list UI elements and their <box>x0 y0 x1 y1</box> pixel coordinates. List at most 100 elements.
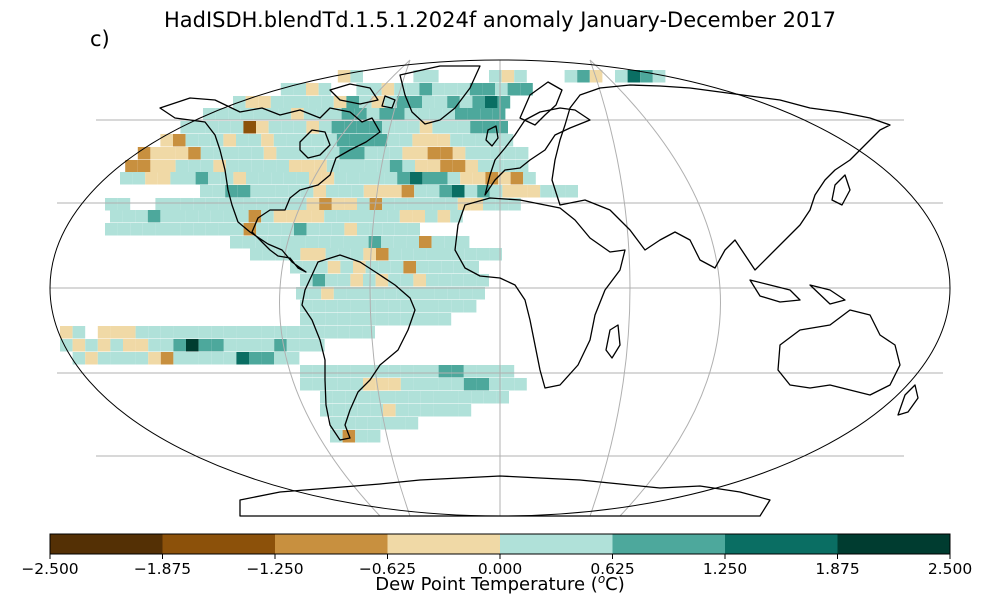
anomaly-cell <box>249 352 262 365</box>
anomaly-cell <box>395 404 409 417</box>
anomaly-cell <box>223 352 237 365</box>
anomaly-cell <box>412 210 425 223</box>
anomaly-cell <box>465 160 478 173</box>
anomaly-cell <box>163 160 176 173</box>
anomaly-cell <box>359 172 372 185</box>
anomaly-cell <box>352 160 365 173</box>
coast-europe <box>484 107 591 196</box>
anomaly-cell <box>414 185 427 198</box>
anomaly-cell <box>402 147 415 160</box>
anomaly-cell <box>379 108 392 121</box>
anomaly-cell <box>372 172 385 185</box>
anomaly-cell <box>287 248 301 261</box>
anomaly-cell <box>318 236 331 249</box>
anomaly-cell <box>336 210 350 223</box>
anomaly-cell <box>515 185 528 198</box>
anomaly-cell <box>122 210 136 223</box>
anomaly-cell <box>438 313 452 326</box>
anomaly-cell <box>388 248 402 261</box>
anomaly-cell <box>286 134 299 147</box>
anomaly-cell <box>515 147 529 160</box>
anomaly-cell <box>413 365 426 378</box>
anomaly-cell <box>330 417 343 430</box>
anomaly-cell <box>319 198 332 211</box>
anomaly-cell <box>394 198 408 211</box>
anomaly-cell <box>460 172 473 185</box>
anomaly-cell <box>382 121 395 134</box>
anomaly-cell <box>425 134 438 147</box>
anomaly-cell <box>375 378 389 391</box>
anomaly-cell <box>300 248 313 261</box>
anomaly-cell <box>363 185 377 198</box>
anomaly-cell <box>356 236 369 249</box>
anomaly-cell <box>157 172 171 185</box>
anomaly-cell <box>145 172 158 185</box>
anomaly-cell <box>193 121 206 134</box>
coast-arctic-islands <box>329 83 396 109</box>
anomaly-cell <box>376 248 389 261</box>
anomaly-cell <box>356 121 370 134</box>
anomaly-cell <box>350 70 363 83</box>
anomaly-cell <box>226 160 239 173</box>
anomaly-cell <box>300 365 313 378</box>
anomaly-cell <box>498 172 511 185</box>
anomaly-cell <box>508 198 521 211</box>
anomaly-cell <box>349 210 362 223</box>
coast-greenland <box>399 65 481 125</box>
anomaly-cell <box>325 274 338 287</box>
coast-scandinavia <box>519 81 563 126</box>
anomaly-cell <box>375 274 389 287</box>
anomaly-cell <box>426 365 439 378</box>
anomaly-cell <box>268 223 282 236</box>
anomaly-cell <box>72 326 86 339</box>
anomaly-cell <box>357 198 370 211</box>
anomaly-cell <box>422 172 435 185</box>
anomaly-cell <box>200 160 214 173</box>
anomaly-cell <box>346 287 359 300</box>
anomaly-cell <box>256 198 269 211</box>
colorbar-label-superscript: o <box>597 572 606 586</box>
anomaly-cell <box>495 121 508 134</box>
anomaly-cell <box>312 274 326 287</box>
anomaly-cell <box>160 326 174 339</box>
anomaly-cell <box>489 70 502 83</box>
anomaly-cell <box>417 108 430 121</box>
anomaly-cell <box>293 83 306 96</box>
anomaly-cell <box>261 326 275 339</box>
anomaly-cell <box>293 236 306 249</box>
anomaly-cell <box>514 70 527 83</box>
coast-madagascar <box>605 324 621 359</box>
anomaly-cell <box>296 96 309 109</box>
anomaly-cell <box>306 198 320 211</box>
anomaly-cell <box>577 70 590 83</box>
anomaly-cell <box>383 404 396 417</box>
anomaly-cell <box>198 326 212 339</box>
panel-label: c) <box>90 27 110 51</box>
anomaly-cell <box>313 248 326 261</box>
anomaly-cell <box>501 70 515 83</box>
anomaly-cell <box>472 287 485 300</box>
anomaly-cell <box>384 287 397 300</box>
anomaly-cell <box>388 365 401 378</box>
anomaly-cell <box>208 172 221 185</box>
anomaly-cell <box>306 83 319 96</box>
anomaly-cell <box>312 313 326 326</box>
anomaly-cell <box>523 172 536 185</box>
anomaly-cell <box>337 378 351 391</box>
anomaly-cell <box>390 261 404 274</box>
anomaly-cell <box>186 352 199 365</box>
anomaly-cell <box>286 210 299 223</box>
anomaly-cell <box>243 121 256 134</box>
anomaly-cell <box>274 326 287 339</box>
anomaly-cell <box>313 185 326 198</box>
colorbar-label-text: Dew Point Temperature ( <box>375 574 598 595</box>
anomaly-cell <box>350 248 364 261</box>
anomaly-cell <box>117 198 131 211</box>
colorbar-tick-label: 1.875 <box>815 560 859 578</box>
anomaly-cell <box>463 365 477 378</box>
anomaly-cell <box>200 147 214 160</box>
anomaly-cell <box>188 147 201 160</box>
anomaly-cell <box>253 108 266 121</box>
anomaly-cell <box>478 147 491 160</box>
